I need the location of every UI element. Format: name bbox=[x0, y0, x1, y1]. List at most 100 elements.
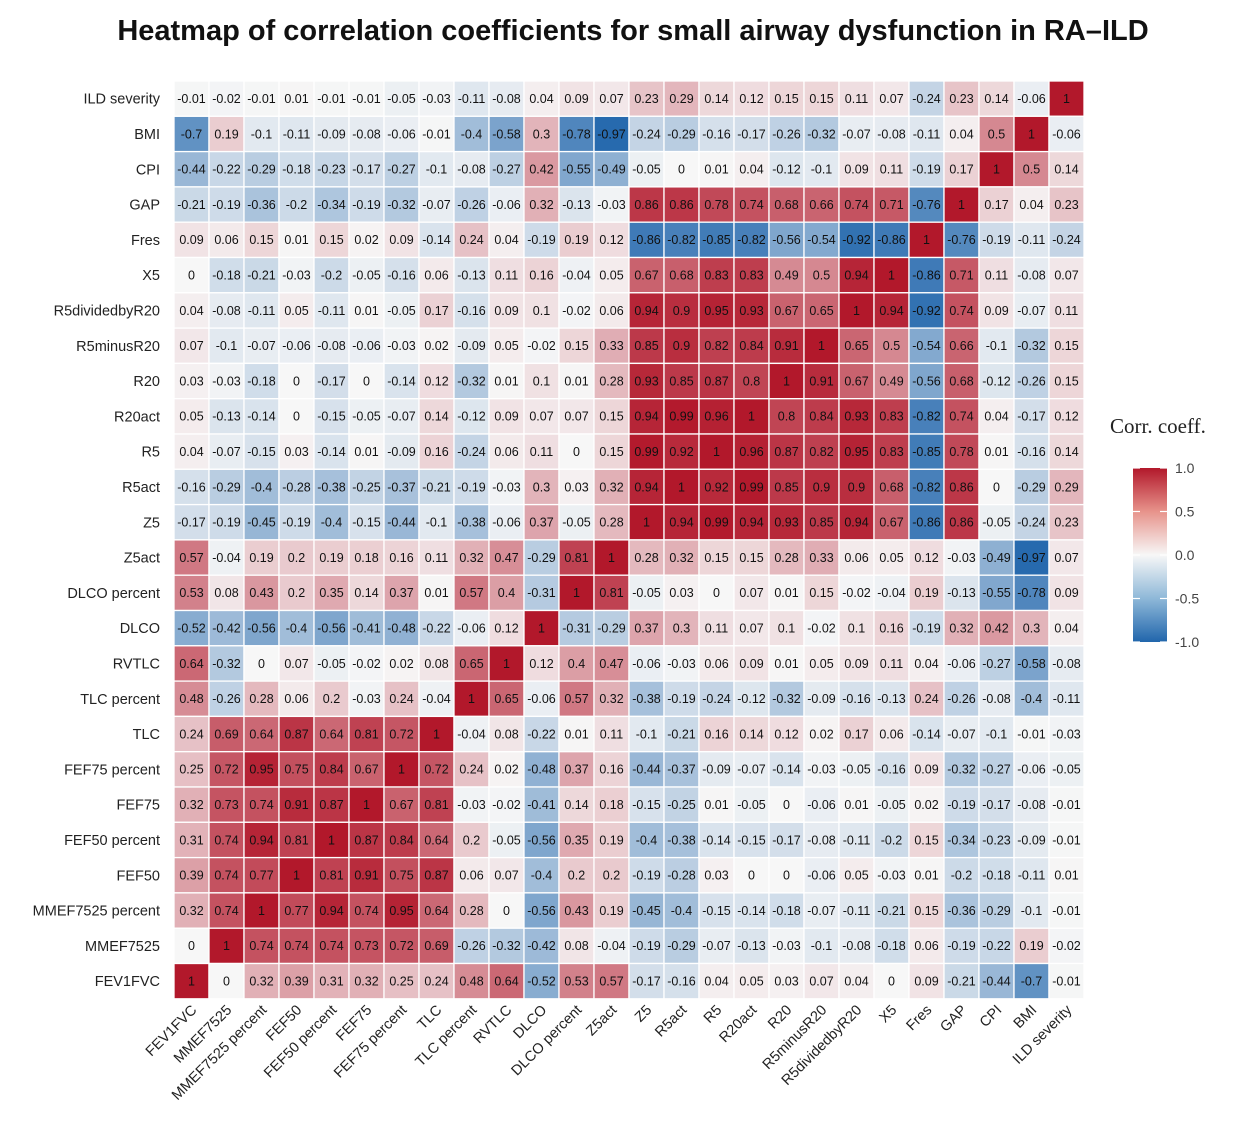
heatmap-cell bbox=[628, 327, 665, 365]
cell-value-label: 0.87 bbox=[319, 798, 343, 812]
heatmap-cell bbox=[453, 962, 490, 1000]
cell-value-label: 0.12 bbox=[529, 657, 553, 671]
heatmap-cell bbox=[733, 645, 770, 682]
cell-value-label: 0.87 bbox=[704, 374, 728, 388]
cell-value-label: -0.4 bbox=[286, 621, 308, 635]
cell-value-label: -0.08 bbox=[842, 939, 871, 953]
cell-value-label: 0.74 bbox=[214, 904, 238, 918]
cell-value-label: 0.29 bbox=[669, 92, 693, 106]
cell-value-label: -0.38 bbox=[317, 480, 346, 494]
cell-value-label: 0.11 bbox=[1055, 304, 1078, 318]
cell-value-label: 0.32 bbox=[249, 974, 273, 988]
heatmap-cell bbox=[943, 150, 980, 188]
cell-value-label: 0.07 bbox=[284, 657, 308, 671]
cell-value-label: -0.32 bbox=[1017, 339, 1046, 353]
heatmap-cell bbox=[523, 680, 560, 718]
heatmap-cell bbox=[628, 962, 665, 1000]
cell-value-label: 1 bbox=[783, 374, 790, 388]
cell-value-label: 0.5 bbox=[883, 339, 900, 353]
heatmap-cell bbox=[558, 927, 595, 965]
cell-value-label: 0.04 bbox=[179, 304, 203, 318]
cell-value-label: 0.08 bbox=[494, 727, 518, 741]
cell-value-label: -0.32 bbox=[947, 763, 976, 777]
heatmap-cell bbox=[453, 362, 490, 400]
heatmap-cell bbox=[313, 115, 350, 153]
y-axis-tick-label: TLC bbox=[133, 727, 160, 743]
cell-value-label: -0.31 bbox=[527, 586, 556, 600]
cell-value-label: 0.12 bbox=[494, 621, 518, 635]
cell-value-label: 0.01 bbox=[984, 445, 1008, 459]
cell-value-label: -0.06 bbox=[807, 798, 836, 812]
cell-value-label: 0.06 bbox=[599, 304, 623, 318]
heatmap-cell bbox=[313, 786, 350, 823]
cell-value-label: 0.67 bbox=[774, 304, 798, 318]
heatmap-cell bbox=[873, 150, 910, 188]
heatmap-cell bbox=[593, 398, 630, 435]
cell-value-label: 0.64 bbox=[179, 657, 203, 671]
heatmap-cell bbox=[1048, 645, 1085, 682]
cell-value-label: 0 bbox=[258, 657, 265, 671]
y-axis-tick-label: Z5 bbox=[143, 515, 160, 531]
heatmap-cell bbox=[173, 433, 210, 470]
cell-value-label: 0.14 bbox=[564, 798, 588, 812]
cell-value-label: 0.69 bbox=[214, 727, 238, 741]
heatmap-cell bbox=[873, 503, 910, 541]
heatmap-cell bbox=[978, 715, 1015, 753]
cell-value-label: -0.82 bbox=[667, 233, 696, 247]
cell-value-label: 0.11 bbox=[705, 621, 728, 635]
x-axis-tick-label: CPI bbox=[977, 1002, 1005, 1030]
heatmap-cell bbox=[418, 715, 455, 753]
cell-value-label: -0.85 bbox=[912, 445, 941, 459]
heatmap-cell bbox=[943, 503, 980, 541]
y-axis-tick-label: FEF50 bbox=[116, 868, 160, 884]
heatmap-cell bbox=[978, 115, 1015, 153]
heatmap-cell bbox=[873, 892, 910, 929]
cell-value-label: 0.74 bbox=[739, 198, 763, 212]
heatmap-cell bbox=[453, 327, 490, 365]
heatmap-cell bbox=[733, 80, 770, 117]
cell-value-label: 0.15 bbox=[564, 339, 588, 353]
cell-value-label: 0.09 bbox=[844, 163, 868, 177]
cell-value-label: -0.86 bbox=[877, 233, 906, 247]
x-axis-tick-label: X5 bbox=[876, 1002, 900, 1026]
heatmap-cell bbox=[593, 327, 630, 365]
heatmap-cell bbox=[243, 433, 280, 470]
x-axis-tick-label: R20 bbox=[765, 1002, 795, 1032]
heatmap-cell bbox=[978, 398, 1015, 435]
cell-value-label: -0.21 bbox=[877, 904, 906, 918]
heatmap-cell bbox=[208, 645, 245, 682]
cell-value-label: 0.53 bbox=[179, 586, 203, 600]
cell-value-label: 0.29 bbox=[1054, 480, 1078, 494]
cell-value-label: 0 bbox=[748, 869, 755, 883]
heatmap-cell bbox=[663, 327, 700, 365]
cell-value-label: 0.81 bbox=[284, 833, 308, 847]
cell-value-label: 0.06 bbox=[879, 727, 903, 741]
heatmap-cell bbox=[383, 962, 420, 1000]
cell-value-label: -0.19 bbox=[667, 692, 696, 706]
cell-value-label: 1 bbox=[1063, 92, 1070, 106]
cell-value-label: 0.33 bbox=[809, 551, 833, 565]
cell-value-label: 0.81 bbox=[319, 869, 343, 883]
cell-value-label: -0.19 bbox=[212, 516, 241, 530]
heatmap-cell bbox=[558, 327, 595, 365]
heatmap-cell bbox=[1013, 150, 1050, 188]
cell-value-label: 0.28 bbox=[599, 516, 623, 530]
cell-value-label: -0.7 bbox=[181, 127, 203, 141]
heatmap-cell bbox=[908, 115, 945, 153]
cell-value-label: 0.66 bbox=[809, 198, 833, 212]
heatmap-cell bbox=[453, 256, 490, 294]
cell-value-label: -0.11 bbox=[843, 904, 871, 918]
cell-value-label: -0.04 bbox=[422, 692, 451, 706]
y-axis-tick-label: R20act bbox=[114, 409, 160, 425]
heatmap-cell bbox=[698, 609, 735, 647]
cell-value-label: 0.07 bbox=[739, 621, 763, 635]
heatmap-cell bbox=[733, 256, 770, 294]
heatmap-cell bbox=[768, 786, 805, 823]
cell-value-label: -0.56 bbox=[317, 621, 346, 635]
cell-value-label: -0.1 bbox=[426, 516, 448, 530]
heatmap-cell bbox=[523, 962, 560, 1000]
cell-value-label: 0.15 bbox=[704, 551, 728, 565]
cell-value-label: 0.86 bbox=[949, 480, 973, 494]
cell-value-label: -0.52 bbox=[527, 974, 556, 988]
cell-value-label: 0.01 bbox=[704, 798, 728, 812]
